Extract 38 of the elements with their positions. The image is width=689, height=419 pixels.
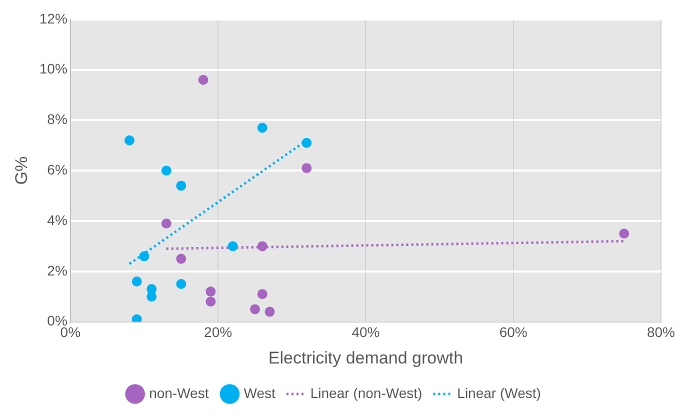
y-tick-label: 4% (47, 212, 68, 228)
x-tick-label: 40% (352, 324, 380, 340)
legend-label: non-West (149, 384, 209, 401)
point (176, 279, 186, 289)
point (206, 296, 216, 307)
point (124, 135, 134, 146)
point (264, 306, 275, 317)
point (176, 254, 186, 264)
point (198, 74, 208, 85)
point (206, 286, 216, 297)
point (228, 241, 238, 252)
point (176, 180, 186, 191)
y-tick-label: 10% (39, 60, 68, 77)
point (302, 138, 312, 148)
x-tick-label: 80% (646, 324, 676, 340)
point (257, 289, 268, 300)
legend-label: Linear (non-West) (310, 384, 422, 401)
point (257, 122, 268, 133)
point (257, 241, 268, 252)
point (139, 251, 150, 262)
legend-label: Linear (West) (457, 384, 541, 401)
point (302, 163, 312, 174)
y-axis-title: G% (12, 156, 31, 185)
x-tick-label: 20% (204, 324, 232, 340)
point (250, 304, 260, 314)
x-tick-label: 60% (499, 324, 528, 340)
x-tick-label: 0% (60, 324, 81, 340)
x-axis-title: Electricity demand growth (268, 348, 464, 368)
point (132, 276, 142, 286)
point (161, 218, 172, 229)
point (619, 228, 630, 239)
point (146, 292, 157, 302)
y-tick-label: 8% (47, 111, 68, 128)
y-tick-label: 2% (47, 262, 68, 278)
legend-label: West (244, 384, 276, 401)
point (161, 166, 172, 176)
y-tick-label: 6% (47, 161, 68, 178)
y-tick-label: 12% (39, 10, 68, 26)
